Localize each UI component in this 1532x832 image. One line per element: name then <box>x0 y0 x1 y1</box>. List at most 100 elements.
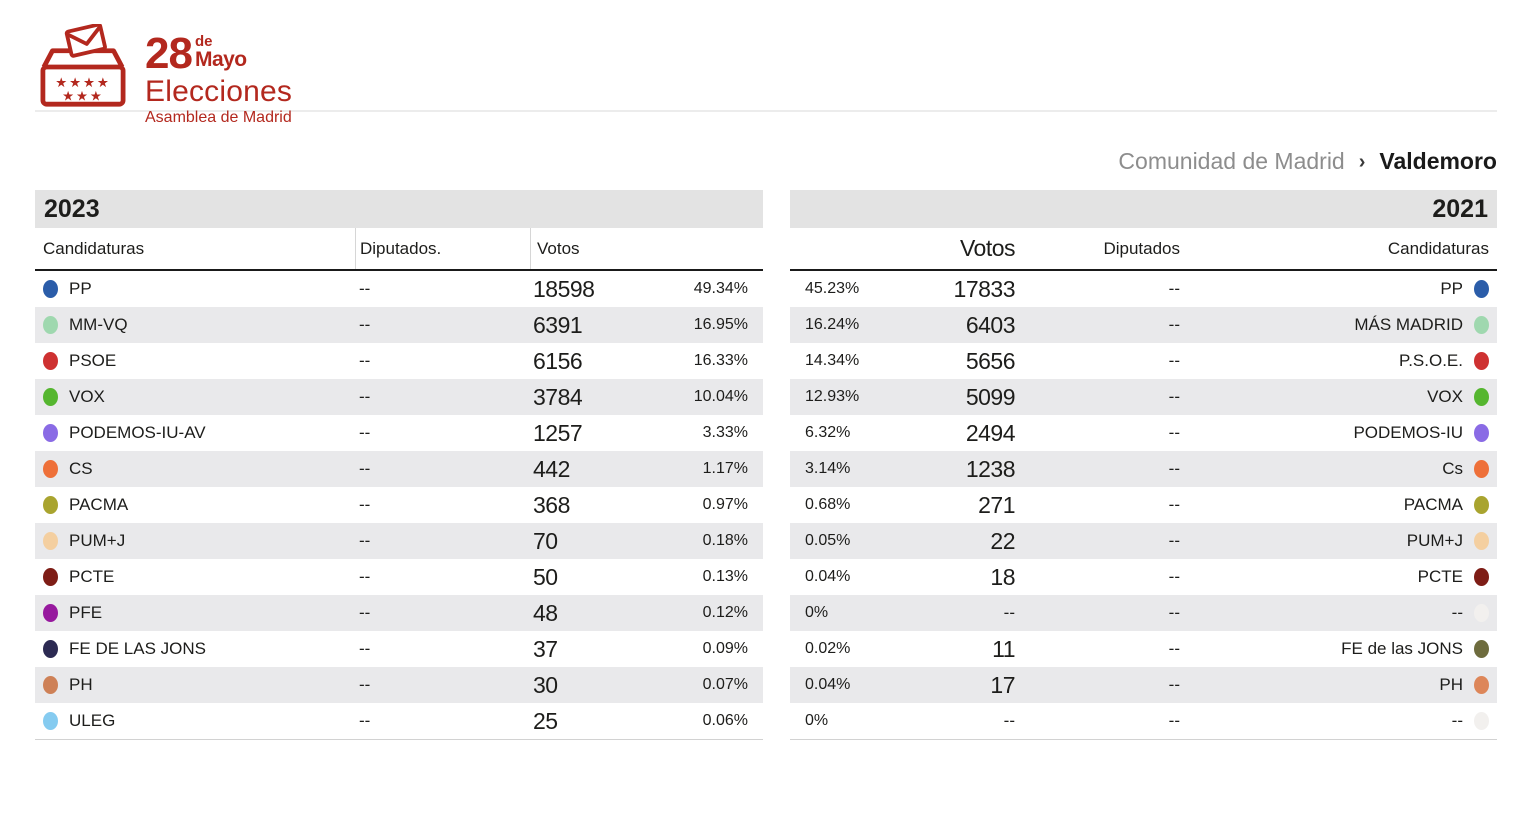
percent-cell: 16.95% <box>693 316 748 333</box>
candidatura-cell: PSOE <box>35 343 355 379</box>
table-header-2023: Candidaturas Diputados. Votos <box>35 228 763 271</box>
table-row: PACMA -- 368 0.97% <box>35 487 763 523</box>
diputados-cell: -- <box>1168 639 1180 658</box>
percent-cell: 6.32% <box>805 424 851 441</box>
party-name: PP <box>69 279 92 298</box>
party-name: PUM+J <box>69 531 126 550</box>
diputados-cell: -- <box>1168 279 1180 298</box>
table-row: 3.14% 1238 -- Cs <box>790 451 1497 487</box>
candidatura-cell: FE DE LAS JONS <box>35 631 355 667</box>
percent-cell: 0.05% <box>805 532 851 549</box>
site-logo[interactable]: ★★★★ ★★★ 28 de Mayo Elecciones Asamblea … <box>35 0 1497 126</box>
party-color-dot <box>1474 568 1489 586</box>
party-name: MÁS MADRID <box>1354 315 1463 334</box>
candidatura-cell: PH <box>1180 667 1497 703</box>
election-results-page: ★★★★ ★★★ 28 de Mayo Elecciones Asamblea … <box>35 0 1497 740</box>
candidatura-cell: MM-VQ <box>35 307 355 343</box>
candidatura-cell: PP <box>1180 271 1497 307</box>
votos-cell: -- <box>1003 603 1015 622</box>
candidatura-cell: PACMA <box>1180 487 1497 523</box>
party-name: PCTE <box>69 567 115 586</box>
percent-cell: 0.06% <box>702 712 748 729</box>
table-row: FE DE LAS JONS -- 37 0.09% <box>35 631 763 667</box>
percent-cell: 10.04% <box>693 388 748 405</box>
party-name: VOX <box>1427 387 1463 406</box>
logo-text: 28 de Mayo Elecciones Asamblea de Madrid <box>145 24 292 127</box>
diputados-cell: -- <box>1168 495 1180 514</box>
votos-cell: 30 <box>533 671 558 698</box>
percent-cell: 0% <box>805 712 829 729</box>
diputados-cell: -- <box>359 387 371 406</box>
breadcrumb-region-link[interactable]: Comunidad de Madrid <box>1118 148 1345 174</box>
votos-cell: 50 <box>533 563 558 590</box>
diputados-cell: -- <box>359 531 371 550</box>
logo-subtitle: Asamblea de Madrid <box>145 108 292 126</box>
party-color-dot <box>43 676 58 694</box>
diputados-cell: -- <box>359 459 371 478</box>
ballot-box-icon: ★★★★ ★★★ <box>40 24 126 107</box>
logo-title: Elecciones <box>145 75 293 108</box>
party-name: CS <box>69 459 93 478</box>
header-votos: Votos <box>959 235 1016 261</box>
party-name: PP <box>1440 279 1463 298</box>
table-row: PH -- 30 0.07% <box>35 667 763 703</box>
diputados-cell: -- <box>1168 531 1180 550</box>
party-color-dot <box>1474 316 1489 334</box>
table-row: 0.04% 17 -- PH <box>790 667 1497 703</box>
table-row: 0% -- -- -- <box>790 703 1497 739</box>
votos-cell: 5099 <box>965 383 1016 410</box>
candidatura-cell: -- <box>1180 595 1497 631</box>
madrid-stars-top: ★★★★ <box>55 76 111 91</box>
party-name: PACMA <box>69 495 129 514</box>
candidatura-cell: PP <box>35 271 355 307</box>
party-color-dot <box>43 460 58 478</box>
party-color-dot <box>43 424 58 442</box>
candidatura-cell: PH <box>35 667 355 703</box>
party-name: MM-VQ <box>69 315 128 334</box>
party-name: PSOE <box>69 351 117 370</box>
diputados-cell: -- <box>359 567 371 586</box>
votos-cell: 37 <box>533 635 558 662</box>
diputados-cell: -- <box>359 639 371 658</box>
party-color-dot <box>1474 496 1489 514</box>
party-color-dot <box>1474 604 1489 622</box>
votos-cell: 22 <box>990 527 1015 554</box>
candidatura-cell: PODEMOS-IU <box>1180 415 1497 451</box>
header-divider <box>35 110 1497 112</box>
table-row: 14.34% 5656 -- P.S.O.E. <box>790 343 1497 379</box>
party-color-dot <box>1474 352 1489 370</box>
percent-cell: 1.17% <box>702 460 748 477</box>
diputados-cell: -- <box>1168 351 1180 370</box>
party-color-dot <box>43 352 58 370</box>
candidatura-cell: PUM+J <box>35 523 355 559</box>
party-color-dot <box>43 280 58 298</box>
party-color-dot <box>1474 676 1489 694</box>
diputados-cell: -- <box>359 423 371 442</box>
candidatura-cell: PCTE <box>1180 559 1497 595</box>
party-color-dot <box>43 388 58 406</box>
votos-cell: 11 <box>992 635 1015 662</box>
candidatura-cell: PFE <box>35 595 355 631</box>
party-name: PFE <box>69 603 103 622</box>
table-row: 0.05% 22 -- PUM+J <box>790 523 1497 559</box>
party-color-dot <box>43 532 58 550</box>
candidatura-cell: PODEMOS-IU-AV <box>35 415 355 451</box>
votos-cell: 3784 <box>533 383 583 410</box>
party-color-dot <box>1474 424 1489 442</box>
candidatura-cell: CS <box>35 451 355 487</box>
candidatura-cell: VOX <box>35 379 355 415</box>
header-diputados: Diputados. <box>355 228 530 269</box>
party-name: PACMA <box>1403 495 1463 514</box>
table-header-2021: Votos Diputados Candidaturas <box>790 228 1497 271</box>
diputados-cell: -- <box>359 603 371 622</box>
votos-cell: 6391 <box>533 311 583 338</box>
table-row: 0.68% 271 -- PACMA <box>790 487 1497 523</box>
diputados-cell: -- <box>359 495 371 514</box>
logo-month: Mayo <box>194 48 247 71</box>
candidatura-cell: ULEG <box>35 703 355 739</box>
logo-day: 28 <box>145 29 193 78</box>
percent-cell: 49.34% <box>693 280 748 297</box>
breadcrumb-current-municipality: Valdemoro <box>1379 148 1497 174</box>
votos-cell: 17 <box>990 671 1015 698</box>
party-color-dot <box>43 712 58 730</box>
